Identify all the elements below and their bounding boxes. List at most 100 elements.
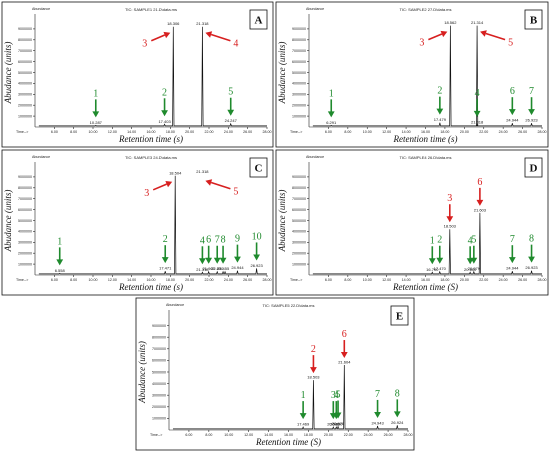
panel-d-ytick-label-8: 9000000 <box>292 175 306 179</box>
panel-a-abundance-header: Abundance <box>32 7 50 11</box>
panel-d-peak-5-rt-label: 20.979 <box>468 266 481 271</box>
panel-a-peak-1-arrow-head <box>92 111 100 118</box>
panel-d-peak-2-number: 2 <box>437 235 442 246</box>
panel-c-peak-6-number: 6 <box>206 235 211 246</box>
panel-c-peak-7-arrow-head <box>213 257 221 264</box>
panel-b-ytick-label-0: 1000000 <box>292 114 306 118</box>
panel-c-peak-3-rt-label: 18.504 <box>169 170 182 175</box>
panel-e-xtick-label-4: 14.00 <box>264 433 273 437</box>
panel-a-peak-3-arrow-shaft <box>150 34 166 42</box>
panel-e-tic-trace <box>172 365 408 430</box>
panel-d-xtick-label-4: 14.00 <box>402 278 411 282</box>
panel-a-peak-4-number: 4 <box>233 39 238 50</box>
panel-c-peak-8-rt-label: 23.455 <box>217 266 230 271</box>
panel-e-peak-1-rt-label: 17.469 <box>297 422 310 427</box>
panel-c-time-label: Time--> <box>16 278 28 282</box>
panel-c-peak-2-rt-label: 17.471 <box>159 266 172 271</box>
panel-e-ytick-label-3: 4000000 <box>152 382 166 386</box>
panel-c-xtick-label-5: 16.00 <box>147 278 156 282</box>
panel-c-ytick-label-8: 9000000 <box>18 175 32 179</box>
panel-a-peak-2-arrow <box>161 98 168 117</box>
panel-d-peak-7-rt-label: 24.944 <box>506 266 519 271</box>
panel-e-title: TIC: SAMPLE5 22.D\data.ms <box>262 303 314 308</box>
panel-b-peak-7-arrow-head <box>528 109 535 116</box>
panel-a-xtick-label-8: 22.00 <box>205 130 214 134</box>
panel-e-xtick-label-6: 18.00 <box>304 433 313 437</box>
panel-c-ytick-label-5: 6000000 <box>18 208 32 212</box>
panel-c-xtick-label-1: 8.00 <box>70 278 77 282</box>
panel-b-peak-3-arrow <box>428 30 448 41</box>
panel-d-ytick-label-6: 7000000 <box>292 197 306 201</box>
panel-c-xtick-label-10: 26.00 <box>243 278 252 282</box>
panel-a-frame <box>1 1 274 148</box>
panel-d-peak-8-arrow <box>528 244 535 263</box>
panel-c-peak-8-number: 8 <box>221 235 226 246</box>
panel-b-xtick-label-5: 16.00 <box>421 130 430 134</box>
panel-b-x-axis-title: Retention time (s) <box>393 134 458 144</box>
panel-e-xtick-label-3: 12.00 <box>244 433 253 437</box>
panel-e-peak-2-number: 2 <box>311 344 316 355</box>
panel-d-peak-3-rt-label: 18.503 <box>444 224 457 229</box>
panel-b-abundance-header: Abundance <box>306 7 324 11</box>
panel-d-xtick-label-6: 18.00 <box>440 278 449 282</box>
panel-c-ytick-label-4: 5000000 <box>18 219 32 223</box>
panel-d-peak-4-number: 4 <box>468 235 473 246</box>
panel-a-ytick-label-8: 9000000 <box>18 27 32 31</box>
panel-c-peak-10-arrow <box>253 242 260 261</box>
panel-c-peak-3-number: 3 <box>144 188 149 199</box>
panel-b-peak-5-rt-label: 21.314 <box>471 20 484 25</box>
panel-e-peak-1-arrow <box>299 401 307 420</box>
panel-c-xtick-label-11: 28.00 <box>263 278 272 282</box>
panel-c-peak-6-arrow-head <box>205 257 213 264</box>
panel-d-title: TIC: SAMPLE4 26.D\data.ms <box>399 155 451 160</box>
panel-c-badge <box>249 157 268 178</box>
panel-b-peak-6-arrow <box>508 97 516 116</box>
panel-b-peak-3-number: 3 <box>419 38 424 49</box>
panel-c-peak-10-rt-label: 26.923 <box>250 263 263 268</box>
panel-c-ytick-label-2: 3000000 <box>18 241 32 245</box>
panel-a-xtick-label-11: 28.00 <box>263 130 272 134</box>
panel-a-xtick-label-5: 16.00 <box>147 130 156 134</box>
panel-b-peak-7-number: 7 <box>529 86 534 97</box>
panel-d-peak-2-arrow-head <box>436 257 444 264</box>
panel-c-peak-2-arrow-head <box>161 257 169 264</box>
panel-c-peak-1-arrow <box>56 247 64 266</box>
panel-c-xtick-label-9: 24.00 <box>224 278 233 282</box>
panel-a-time-label: Time--> <box>16 130 28 134</box>
panel-b-peak-5-arrow-shaft <box>485 32 506 41</box>
panel-a-xtick-label-9: 24.00 <box>224 130 233 134</box>
panel-c-abundance-header: Abundance <box>32 155 50 159</box>
panel-e-ytick-label-8: 9000000 <box>152 324 166 328</box>
panel-c-peak-9-rt-label: 24.944 <box>231 265 244 270</box>
panel-c-peak-5-number: 5 <box>233 187 238 198</box>
panel-c-peak-9-number: 9 <box>235 234 240 245</box>
panel-b-xtick-label-2: 10.00 <box>363 130 372 134</box>
panel-d-abundance-header: Abundance <box>306 155 324 159</box>
panel-a-peak-2-arrow-head <box>161 110 168 117</box>
panel-a-peak-4-arrow-shaft <box>210 33 231 42</box>
panel-a-badge-letter: A <box>255 15 263 27</box>
panel-d-xtick-label-10: 26.00 <box>518 278 527 282</box>
panel-b-xtick-label-11: 28.00 <box>538 130 547 134</box>
panel-d-time-label: Time--> <box>290 278 302 282</box>
panel-a-peak-5-rt-label: 24.247 <box>225 118 238 123</box>
panel-b-title: TIC: SAMPLE2 27.D\data.ms <box>399 7 451 12</box>
panel-a-ytick-label-0: 1000000 <box>18 114 32 118</box>
panel-a-peak-4-rt-label: 21.318 <box>196 21 209 26</box>
panel-b-tic-trace <box>312 25 542 127</box>
panel-a-peak-5-number: 5 <box>228 87 233 98</box>
panel-e-peak-5-rt-label: 20.976 <box>332 421 345 426</box>
panel-a-xtick-label-6: 18.00 <box>166 130 175 134</box>
panel-d-ytick-label-4: 5000000 <box>292 219 306 223</box>
panel-e-peak-4-rt-label: 20.800 <box>330 422 343 427</box>
panel-b-ytick-label-4: 5000000 <box>292 71 306 75</box>
panel-a-xtick-label-4: 14.00 <box>127 130 136 134</box>
panel-d-xtick-label-3: 12.00 <box>382 278 391 282</box>
panel-c-peak-4-rt-label: 21.318 <box>196 267 209 272</box>
panel-d-peak-7-arrow <box>508 245 516 264</box>
panel-e-peak-1-number: 1 <box>301 390 306 401</box>
panel-c-peak-4-arrow <box>199 246 206 265</box>
panel-a-badge <box>249 9 268 30</box>
panel-a-xtick-label-7: 20.00 <box>185 130 194 134</box>
panel-b-peak-1-arrow <box>327 99 335 118</box>
